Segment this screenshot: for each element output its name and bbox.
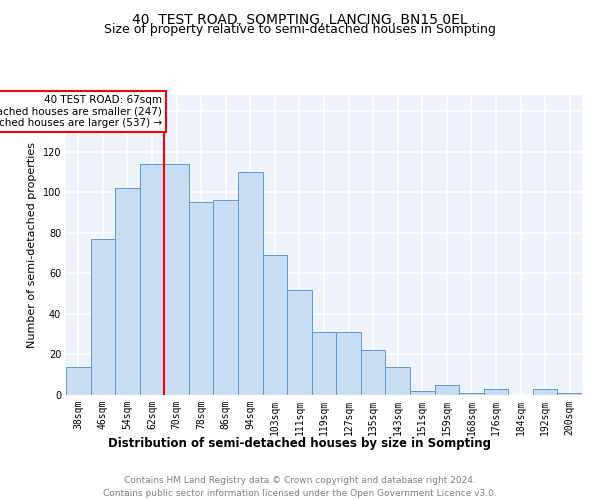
Bar [164,164,189,395]
Bar [66,366,91,395]
Y-axis label: Number of semi-detached properties: Number of semi-detached properties [27,142,37,348]
Bar [434,385,459,395]
Bar [361,350,385,395]
Text: 40, TEST ROAD, SOMPTING, LANCING, BN15 0EL: 40, TEST ROAD, SOMPTING, LANCING, BN15 0… [132,12,468,26]
Text: Distribution of semi-detached houses by size in Sompting: Distribution of semi-detached houses by … [109,438,491,450]
Bar [91,239,115,395]
Bar [312,332,336,395]
Bar [336,332,361,395]
Text: 40 TEST ROAD: 67sqm
← 31% of semi-detached houses are smaller (247)
67% of semi-: 40 TEST ROAD: 67sqm ← 31% of semi-detach… [0,95,162,128]
Text: Size of property relative to semi-detached houses in Sompting: Size of property relative to semi-detach… [104,22,496,36]
Bar [533,389,557,395]
Bar [484,389,508,395]
Bar [287,290,312,395]
Bar [140,164,164,395]
Bar [557,393,582,395]
Bar [214,200,238,395]
Bar [238,172,263,395]
Bar [385,366,410,395]
Bar [115,188,140,395]
Bar [410,391,434,395]
Bar [459,393,484,395]
Bar [189,202,214,395]
Text: Contains HM Land Registry data © Crown copyright and database right 2024.
Contai: Contains HM Land Registry data © Crown c… [103,476,497,498]
Bar [263,255,287,395]
